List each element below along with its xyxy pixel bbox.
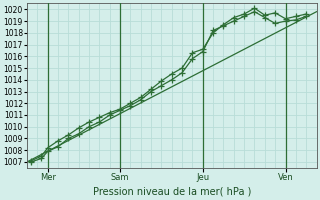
X-axis label: Pression niveau de la mer( hPa ): Pression niveau de la mer( hPa ) xyxy=(92,187,251,197)
